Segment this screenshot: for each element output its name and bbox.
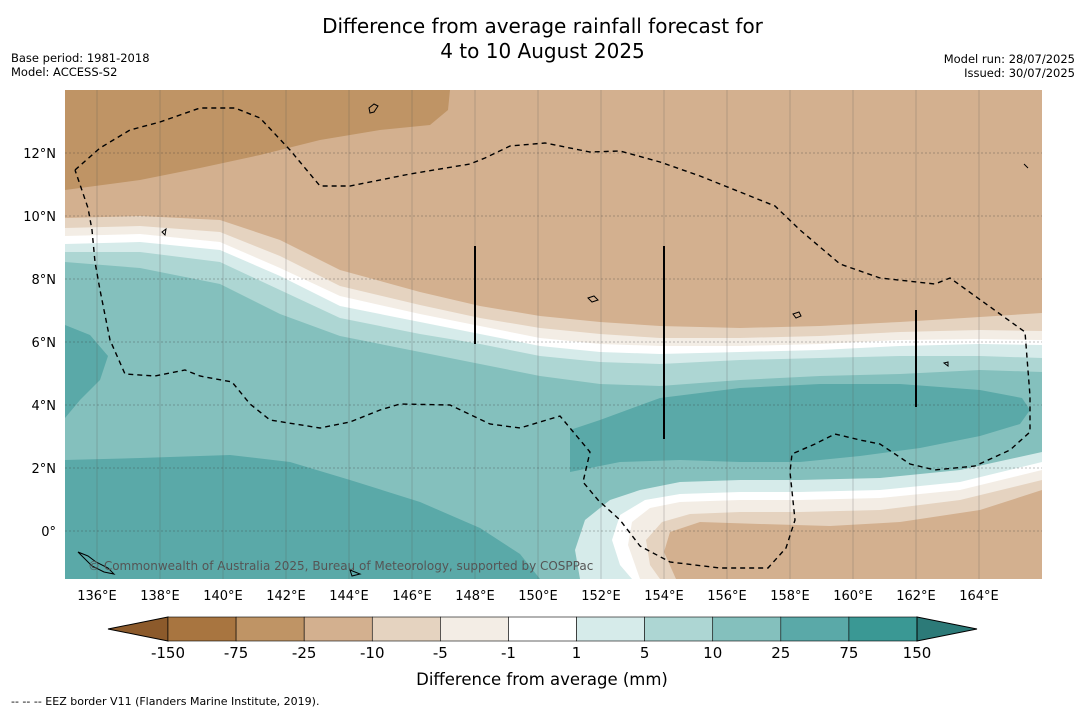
lon-tick: 158°E (770, 589, 810, 604)
band-wet-strong-south (65, 455, 540, 579)
colorbar-tick-label: 10 (703, 644, 722, 662)
lon-tick: 148°E (455, 589, 495, 604)
lon-tick: 144°E (329, 589, 369, 604)
meta-right: Model run: 28/07/2025 Issued: 30/07/2025 (944, 52, 1075, 80)
colorbar-tick-label: 1 (572, 644, 582, 662)
colorbar: -150 -75 -25 -10 -5 -1 1 5 10 25 75 150 Difference … (107, 616, 978, 689)
colorbar-labels: -150 -75 -25 -10 -5 -1 1 5 10 25 75 150 (151, 644, 931, 662)
lat-tick: 2°N (32, 462, 57, 477)
meta-left: Base period: 1981-2018 Model: ACCESS-S2 (11, 51, 150, 79)
colorbar-end-high (916, 616, 978, 642)
colorbar-swatches (167, 616, 918, 642)
lon-tick: 152°E (581, 589, 621, 604)
colorbar-swatch (576, 616, 645, 642)
lon-tick: 140°E (203, 589, 243, 604)
lat-tick: 4°N (32, 399, 57, 414)
lat-tick: 12°N (23, 147, 56, 162)
copyright-notice: © Commonwealth of Australia 2025, Bureau… (88, 559, 593, 573)
colorbar-tick-label: -10 (360, 644, 385, 662)
colorbar-tick-label: 75 (839, 644, 858, 662)
model-name: Model: ACCESS-S2 (11, 65, 118, 79)
colorbar-tick-label: -25 (292, 644, 317, 662)
lon-tick: 142°E (266, 589, 306, 604)
colorbar-tick-label: 150 (903, 644, 932, 662)
colorbar-tick-label: 25 (771, 644, 790, 662)
map-lat-gridlines (65, 152, 1042, 532)
colorbar-title: Difference from average (mm) (416, 670, 668, 689)
lon-tick: 138°E (140, 589, 180, 604)
colorbar-tick-label: 5 (640, 644, 650, 662)
colorbar-tick-label: -150 (151, 644, 185, 662)
colorbar-swatch (235, 616, 305, 642)
lat-tick: 6°N (32, 336, 57, 351)
band-wet-strong-west (65, 325, 108, 418)
colorbar-tick-label: -5 (433, 644, 448, 662)
colorbar-tick-label: -1 (501, 644, 516, 662)
lat-axis: 12°N 10°N 8°N 6°N 4°N 2°N 0° (23, 147, 56, 540)
map-panel: © Commonwealth of Australia 2025, Bureau… (65, 90, 1042, 579)
lon-tick: 154°E (644, 589, 684, 604)
base-period: Base period: 1981-2018 (11, 51, 150, 65)
lon-tick: 136°E (77, 589, 117, 604)
colorbar-swatch (848, 616, 918, 642)
colorbar-swatch (644, 616, 714, 642)
lon-tick: 156°E (707, 589, 747, 604)
issued-date: Issued: 30/07/2025 (964, 66, 1075, 80)
title-line-2: 4 to 10 August 2025 (440, 39, 645, 63)
model-run: Model run: 28/07/2025 (943, 52, 1075, 66)
colorbar-swatch (440, 616, 509, 642)
map-title: Difference from average rainfall forecas… (0, 14, 1085, 64)
colorbar-swatch (780, 616, 850, 642)
band-dry-strong (65, 90, 450, 190)
vertical-markers (474, 246, 917, 439)
lat-tick: 0° (41, 525, 56, 540)
island-outlines (77, 103, 1029, 577)
lat-tick: 10°N (23, 210, 56, 225)
footnote: -- -- -- EEZ border V11 (Flanders Marine… (11, 695, 320, 708)
colorbar-swatch (712, 616, 782, 642)
colorbar-swatch (371, 616, 441, 642)
lon-tick: 160°E (833, 589, 873, 604)
colorbar-swatch (508, 616, 577, 642)
colorbar-end-low (107, 616, 169, 642)
lon-tick: 162°E (896, 589, 936, 604)
lon-tick: 164°E (959, 589, 999, 604)
colorbar-swatch (303, 616, 373, 642)
band-south-dry (664, 490, 1042, 579)
lat-tick: 8°N (32, 273, 57, 288)
lon-tick: 150°E (518, 589, 558, 604)
lon-tick: 146°E (392, 589, 432, 604)
colorbar-tick-label: -75 (224, 644, 249, 662)
map-gridlines (96, 90, 980, 579)
title-line-1: Difference from average rainfall forecas… (322, 14, 763, 38)
lon-axis: 136°E 138°E 140°E 142°E 144°E 146°E 148°… (77, 589, 999, 604)
colorbar-swatch (167, 616, 237, 642)
